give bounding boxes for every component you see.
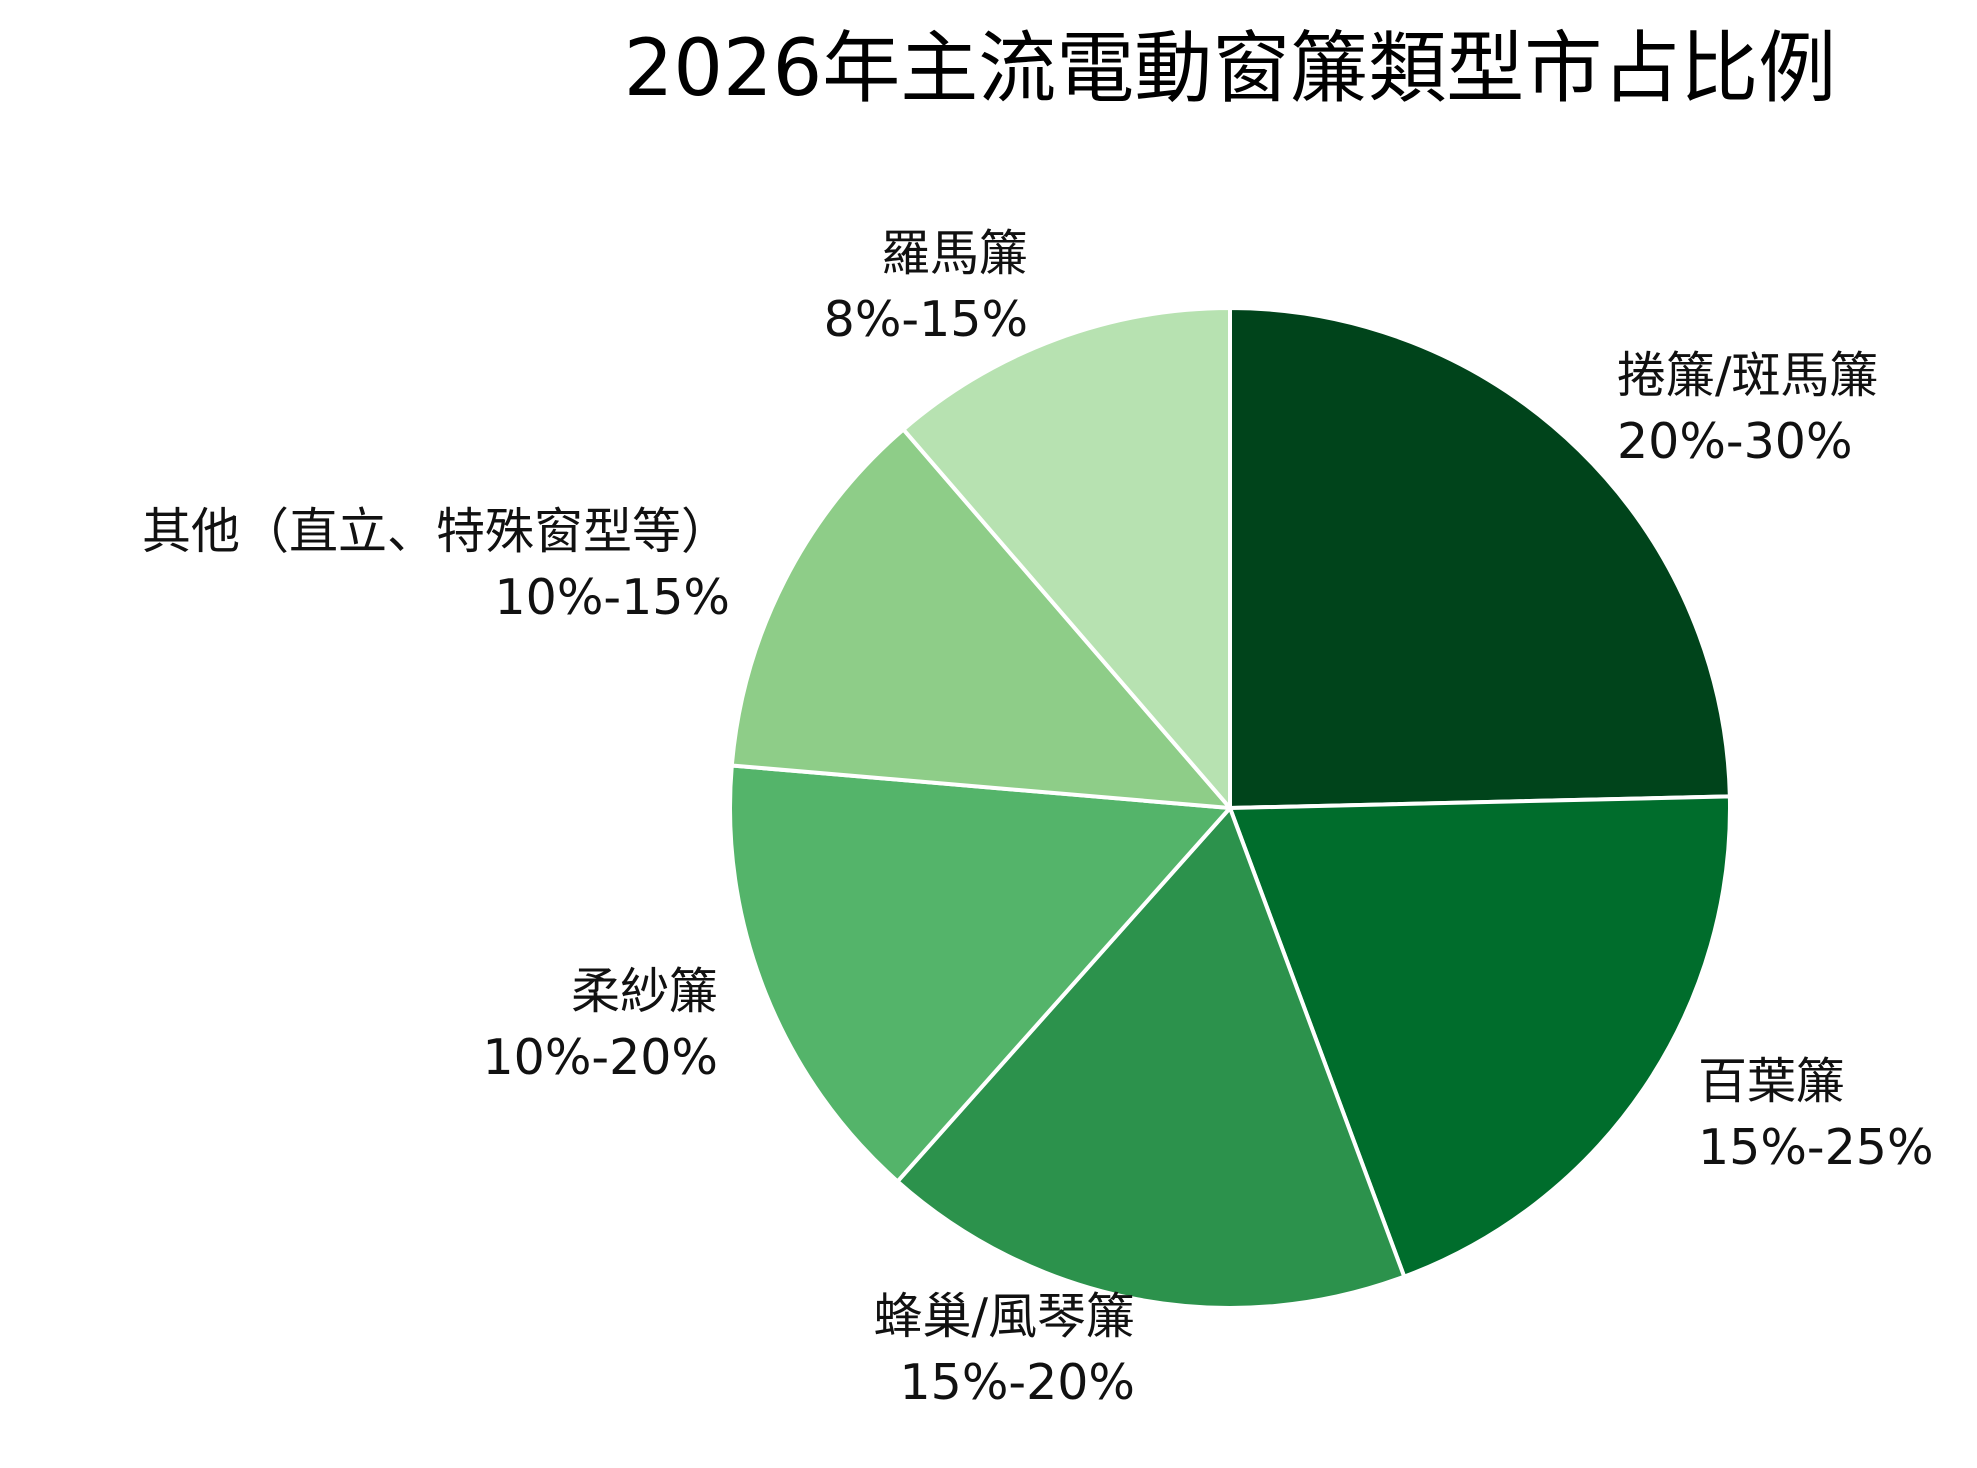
slice-name-label-4: 柔紗簾 bbox=[571, 963, 718, 1020]
pie-slice-6 bbox=[901, 306, 1232, 810]
pie-slice-1 bbox=[1228, 306, 1732, 810]
slice-range-label-3: 15%-20% bbox=[899, 1354, 1135, 1411]
slice-name-label-3: 蜂巢/風琴簾 bbox=[873, 1288, 1135, 1345]
slice-name-label-2: 百葉簾 bbox=[1698, 1053, 1845, 1110]
chart-title: 2026年主流電動窗簾類型市占比例 bbox=[624, 24, 1837, 114]
slice-range-label-2: 15%-25% bbox=[1698, 1119, 1934, 1176]
slice-range-label-6: 8%-15% bbox=[824, 291, 1028, 348]
pie-slice-2 bbox=[1228, 794, 1732, 1279]
slice-labels: 捲簾/斑馬簾 20%-30% 百葉簾 15%-25% 蜂巢/風琴簾 15%-20% 柔紗簾 1… bbox=[142, 225, 1934, 1411]
pie-slice-4 bbox=[728, 763, 1232, 1184]
slice-name-label-1: 捲簾/斑馬簾 bbox=[1617, 347, 1879, 404]
pie-slice-5 bbox=[729, 427, 1232, 810]
slice-name-label-6: 羅馬簾 bbox=[881, 225, 1028, 282]
slice-range-label-5: 10%-15% bbox=[494, 569, 730, 626]
slice-name-label-5: 其他（直立、特殊窗型等） bbox=[142, 503, 730, 560]
pie-slices bbox=[728, 306, 1732, 1310]
pie-slice-3 bbox=[895, 806, 1407, 1310]
slice-range-label-1: 20%-30% bbox=[1617, 413, 1853, 470]
slice-range-label-4: 10%-20% bbox=[482, 1029, 718, 1086]
